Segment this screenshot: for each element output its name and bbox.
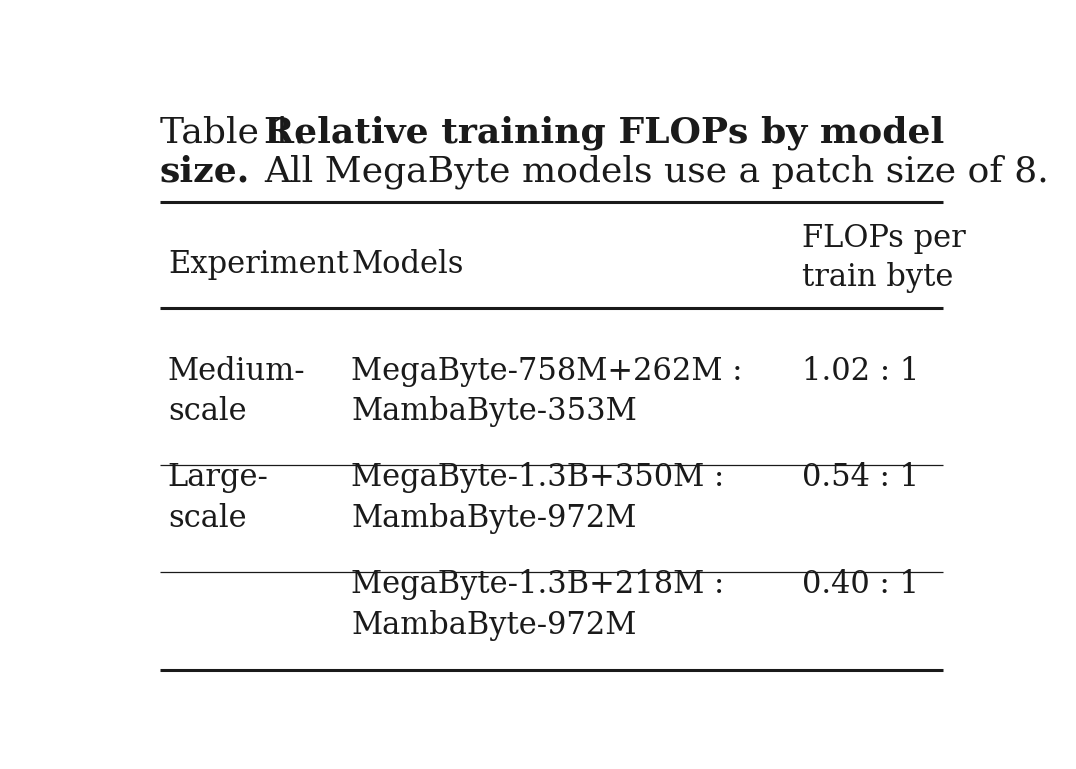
Text: MegaByte-758M+262M :
MambaByte-353M: MegaByte-758M+262M : MambaByte-353M <box>351 356 742 428</box>
Text: size.: size. <box>159 155 250 188</box>
Text: Relative training FLOPs by model: Relative training FLOPs by model <box>264 116 944 151</box>
Text: FLOPs per
train byte: FLOPs per train byte <box>802 222 965 293</box>
Text: Models: Models <box>351 249 464 280</box>
Text: MegaByte-1.3B+218M :
MambaByte-972M: MegaByte-1.3B+218M : MambaByte-972M <box>351 569 724 641</box>
Text: Medium-
scale: Medium- scale <box>168 356 306 428</box>
Text: 0.54 : 1: 0.54 : 1 <box>802 462 919 494</box>
Text: 0.40 : 1: 0.40 : 1 <box>802 569 919 600</box>
Text: MegaByte-1.3B+350M :
MambaByte-972M: MegaByte-1.3B+350M : MambaByte-972M <box>351 462 724 534</box>
Text: Table 1:: Table 1: <box>159 116 316 150</box>
Text: 1.02 : 1: 1.02 : 1 <box>802 356 919 387</box>
Text: Experiment: Experiment <box>168 249 349 280</box>
Text: Large-
scale: Large- scale <box>168 462 269 534</box>
Text: All MegaByte models use a patch size of 8.: All MegaByte models use a patch size of … <box>264 155 1048 189</box>
